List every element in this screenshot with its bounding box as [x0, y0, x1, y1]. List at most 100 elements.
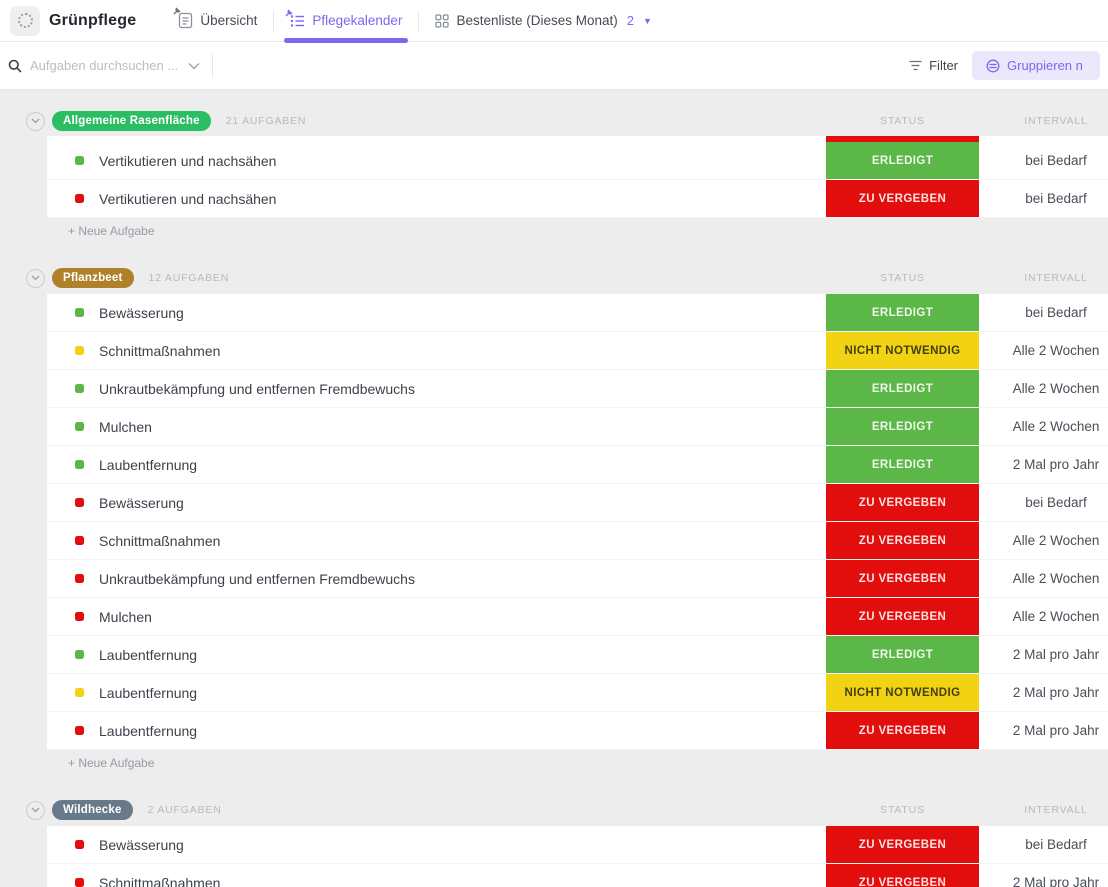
task-row[interactable]: Bewässerung ERLEDIGT bei Bedarf	[47, 294, 1108, 332]
search-input[interactable]	[30, 58, 180, 73]
column-header-intervall[interactable]: INTERVALL	[1024, 804, 1088, 816]
task-name[interactable]: Schnittmaßnahmen	[99, 874, 221, 887]
status-cell[interactable]: ERLEDIGT	[826, 636, 979, 673]
task-name[interactable]: Laubentfernung	[99, 722, 198, 739]
interval-cell[interactable]: 2 Mal pro Jahr	[1012, 723, 1100, 738]
status-cell[interactable]: ERLEDIGT	[826, 294, 979, 331]
task-row[interactable]: Vertikutieren und nachsähen ERLEDIGT bei B…	[47, 142, 1108, 180]
group-pill[interactable]: Wildhecke	[52, 800, 133, 820]
tab-uebersicht[interactable]: Übersicht	[162, 0, 273, 41]
task-row[interactable]: Bewässerung ZU VERGEBEN bei Bedarf	[47, 826, 1108, 864]
task-name[interactable]: Mulchen	[99, 418, 152, 435]
search-box[interactable]	[8, 58, 200, 73]
task-row[interactable]: Bewässerung ZU VERGEBEN bei Bedarf	[47, 484, 1108, 522]
interval-cell[interactable]: Alle 2 Wochen	[1012, 609, 1100, 624]
interval-cell[interactable]: bei Bedarf	[1025, 191, 1087, 206]
task-row[interactable]: Schnittmaßnahmen ZU VERGEBEN 2 Mal pro Jah…	[47, 864, 1108, 887]
task-name[interactable]: Laubentfernung	[99, 684, 198, 701]
status-cell[interactable]: ERLEDIGT	[826, 370, 979, 407]
interval-cell[interactable]: Alle 2 Wochen	[1012, 343, 1100, 358]
task-row[interactable]: Mulchen ERLEDIGT Alle 2 Wochen	[47, 408, 1108, 446]
task-status-bullet-icon[interactable]	[75, 726, 84, 735]
task-row[interactable]: Laubentfernung NICHT NOTWENDIG 2 Mal pro J…	[47, 674, 1108, 712]
tab-pflegekalender[interactable]: Pflegekalender	[274, 0, 418, 43]
interval-cell[interactable]: 2 Mal pro Jahr	[1012, 457, 1100, 472]
task-status-bullet-icon[interactable]	[75, 308, 84, 317]
interval-cell[interactable]: 2 Mal pro Jahr	[1012, 875, 1100, 887]
column-header-status[interactable]: STATUS	[880, 272, 925, 284]
task-name[interactable]: Unkrautbekämpfung und entfernen Fremdbew…	[99, 570, 415, 587]
task-row[interactable]: Laubentfernung ERLEDIGT 2 Mal pro Jahr	[47, 446, 1108, 484]
task-status-bullet-icon[interactable]	[75, 346, 84, 355]
new-task-button[interactable]: + Neue Aufgabe	[68, 224, 155, 238]
interval-cell[interactable]: bei Bedarf	[1025, 837, 1087, 852]
status-cell[interactable]: ZU VERGEBEN	[826, 522, 979, 559]
status-cell[interactable]: ZU VERGEBEN	[826, 180, 979, 217]
status-cell[interactable]: ZU VERGEBEN	[826, 712, 979, 749]
group-pill[interactable]: Pflanzbeet	[52, 268, 134, 288]
status-cell[interactable]: ZU VERGEBEN	[826, 598, 979, 635]
task-name[interactable]: Vertikutieren und nachsähen	[99, 190, 277, 207]
task-name[interactable]: Schnittmaßnahmen	[99, 342, 221, 359]
status-cell[interactable]: NICHT NOTWENDIG	[826, 332, 979, 369]
task-status-bullet-icon[interactable]	[75, 194, 84, 203]
group-by-button[interactable]: Gruppieren n	[972, 51, 1100, 80]
task-status-bullet-icon[interactable]	[75, 460, 84, 469]
task-row[interactable]: Unkrautbekämpfung und entfernen Fremdbew…	[47, 560, 1108, 598]
task-status-bullet-icon[interactable]	[75, 536, 84, 545]
interval-cell[interactable]: bei Bedarf	[1025, 495, 1087, 510]
status-cell[interactable]: ERLEDIGT	[826, 446, 979, 483]
collapse-chevron-icon[interactable]	[26, 111, 45, 131]
new-task-button[interactable]: + Neue Aufgabe	[68, 756, 155, 770]
status-cell[interactable]: ZU VERGEBEN	[826, 826, 979, 863]
task-name[interactable]: Schnittmaßnahmen	[99, 532, 221, 549]
interval-cell[interactable]: bei Bedarf	[1025, 305, 1087, 320]
status-cell[interactable]: ERLEDIGT	[826, 142, 979, 179]
tab-count-badge[interactable]: 2	[626, 13, 635, 28]
task-name[interactable]: Bewässerung	[99, 836, 184, 853]
interval-cell[interactable]: Alle 2 Wochen	[1012, 533, 1100, 548]
status-cell[interactable]: ZU VERGEBEN	[826, 484, 979, 521]
interval-cell[interactable]: Alle 2 Wochen	[1012, 381, 1100, 396]
task-row[interactable]: Unkrautbekämpfung und entfernen Fremdbew…	[47, 370, 1108, 408]
task-row[interactable]: Laubentfernung ERLEDIGT 2 Mal pro Jahr	[47, 636, 1108, 674]
tab-bestenliste[interactable]: Bestenliste (Dieses Monat) 2 ▼	[419, 0, 667, 41]
task-status-bullet-icon[interactable]	[75, 612, 84, 621]
task-status-bullet-icon[interactable]	[75, 840, 84, 849]
task-name[interactable]: Unkrautbekämpfung und entfernen Fremdbew…	[99, 380, 415, 397]
chevron-down-icon[interactable]	[188, 62, 200, 70]
task-status-bullet-icon[interactable]	[75, 688, 84, 697]
status-cell[interactable]: NICHT NOTWENDIG	[826, 674, 979, 711]
task-status-bullet-icon[interactable]	[75, 574, 84, 583]
filter-button[interactable]: Filter	[909, 58, 958, 73]
group-pill[interactable]: Allgemeine Rasenfläche	[52, 111, 211, 131]
status-cell[interactable]: ERLEDIGT	[826, 408, 979, 445]
interval-cell[interactable]: bei Bedarf	[1025, 153, 1087, 168]
task-status-bullet-icon[interactable]	[75, 384, 84, 393]
task-name[interactable]: Vertikutieren und nachsähen	[99, 152, 277, 169]
workspace-logo[interactable]	[10, 5, 40, 36]
status-cell[interactable]: ZU VERGEBEN	[826, 864, 979, 887]
task-row[interactable]: Schnittmaßnahmen ZU VERGEBEN Alle 2 Wochen	[47, 522, 1108, 560]
task-name[interactable]: Bewässerung	[99, 304, 184, 321]
task-row[interactable]: Mulchen ZU VERGEBEN Alle 2 Wochen	[47, 598, 1108, 636]
interval-cell[interactable]: Alle 2 Wochen	[1012, 419, 1100, 434]
task-name[interactable]: Laubentfernung	[99, 646, 198, 663]
column-header-intervall[interactable]: INTERVALL	[1024, 272, 1088, 284]
interval-cell[interactable]: 2 Mal pro Jahr	[1012, 685, 1100, 700]
task-status-bullet-icon[interactable]	[75, 422, 84, 431]
task-name[interactable]: Mulchen	[99, 608, 152, 625]
column-header-intervall[interactable]: INTERVALL	[1024, 115, 1088, 127]
task-row[interactable]: Laubentfernung ZU VERGEBEN 2 Mal pro Jahr	[47, 712, 1108, 750]
collapse-chevron-icon[interactable]	[26, 800, 45, 820]
task-row[interactable]: Vertikutieren und nachsähen ZU VERGEBEN be…	[47, 180, 1108, 218]
interval-cell[interactable]: Alle 2 Wochen	[1012, 571, 1100, 586]
interval-cell[interactable]: 2 Mal pro Jahr	[1012, 647, 1100, 662]
task-status-bullet-icon[interactable]	[75, 878, 84, 887]
collapse-chevron-icon[interactable]	[26, 268, 45, 288]
task-row[interactable]: Schnittmaßnahmen NICHT NOTWENDIG Alle 2 Wo…	[47, 332, 1108, 370]
task-status-bullet-icon[interactable]	[75, 156, 84, 165]
task-name[interactable]: Laubentfernung	[99, 456, 198, 473]
column-header-status[interactable]: STATUS	[880, 804, 925, 816]
column-header-status[interactable]: STATUS	[880, 115, 925, 127]
